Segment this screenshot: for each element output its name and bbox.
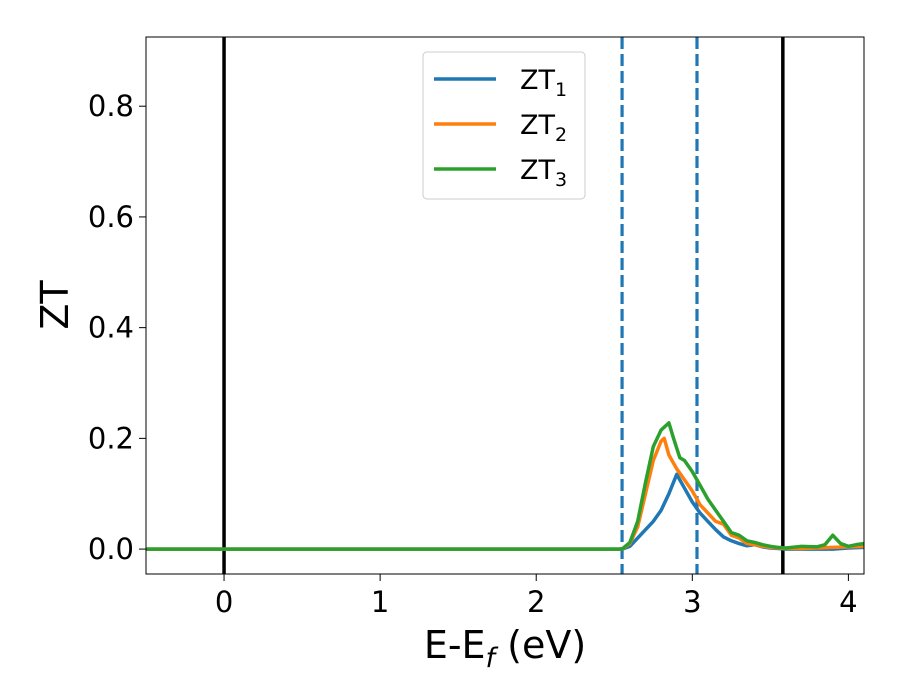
y-tick-label: 0.0 xyxy=(88,532,134,566)
y-tick-label: 0.6 xyxy=(88,200,134,234)
series-lines xyxy=(146,421,864,551)
y-axis-ticks: 0.0 0.2 0.4 0.6 0.8 xyxy=(88,89,146,566)
plot-frame xyxy=(145,36,865,575)
x-tick-label: 1 xyxy=(371,585,389,619)
vertical-reference-lines xyxy=(222,37,785,574)
legend-box xyxy=(422,51,586,200)
y-tick-label: 0.4 xyxy=(88,311,134,345)
legend-label-zt2: ZT2 xyxy=(520,110,567,146)
x-tick-label: 3 xyxy=(683,585,701,619)
x-tick-label: 4 xyxy=(839,585,857,619)
x-axis-label: E-Ef (eV) xyxy=(424,623,586,674)
x-tick-label: 2 xyxy=(527,585,545,619)
y-tick-label: 0.2 xyxy=(88,421,134,455)
legend: ZT1 ZT2 ZT3 xyxy=(422,51,586,200)
y-tick-label: 0.8 xyxy=(88,89,134,123)
x-tick-label: 0 xyxy=(215,585,233,619)
series-line-zt3 xyxy=(146,421,864,551)
legend-label-zt1: ZT1 xyxy=(520,65,567,101)
y-axis-label: ZT xyxy=(33,280,77,330)
x-axis-ticks: 0 1 2 3 4 xyxy=(215,574,858,619)
legend-label-zt3: ZT3 xyxy=(520,155,567,191)
